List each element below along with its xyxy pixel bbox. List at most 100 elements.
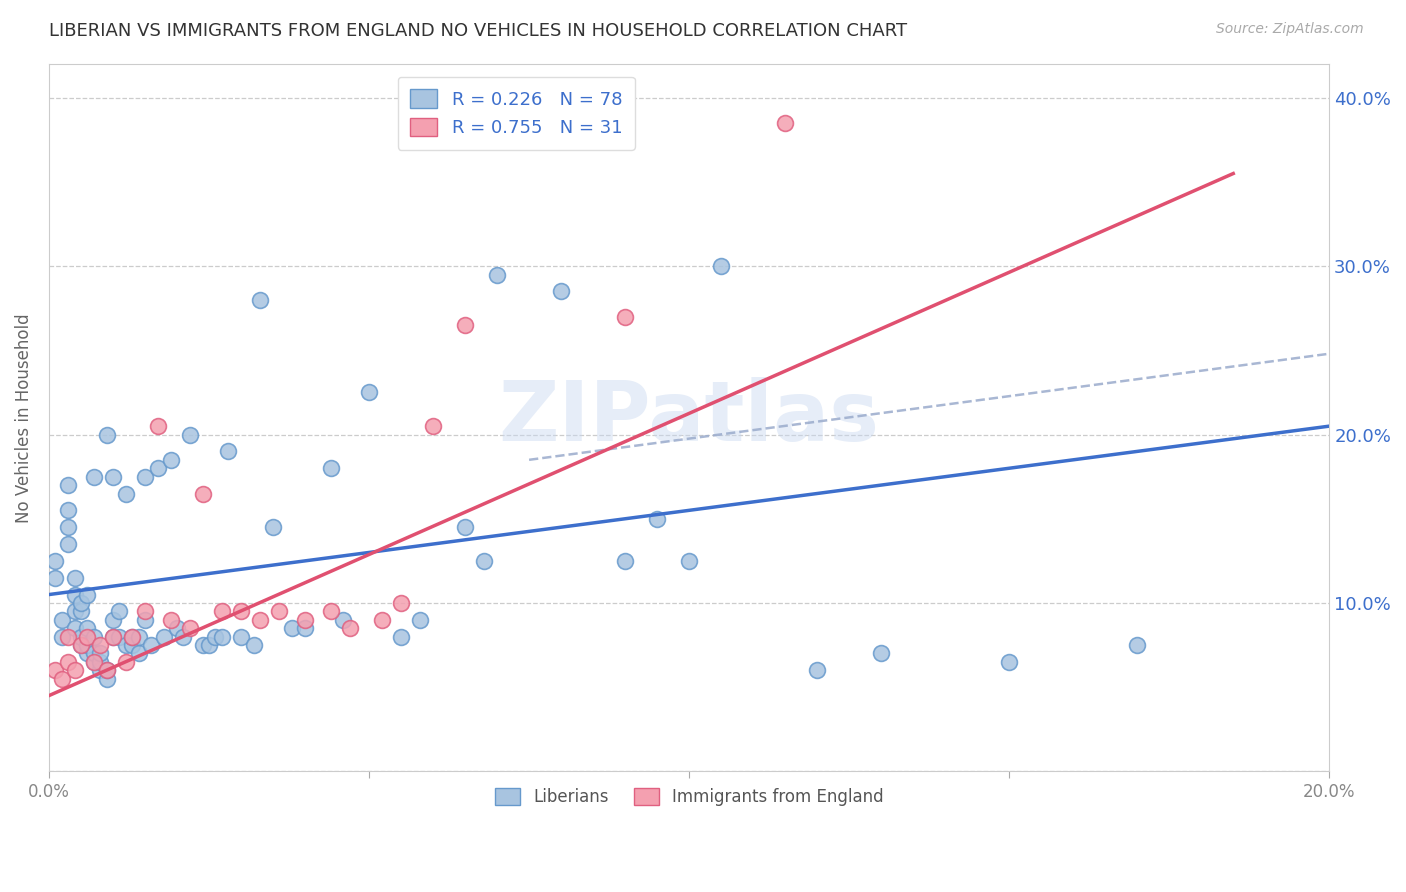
Point (63, 571, 86, 585)
Point (114, 486, 136, 500)
Point (998, 655, 1021, 669)
Point (56, 520, 79, 534)
Point (141, 638, 163, 652)
Point (76, 588, 98, 602)
Point (70, 638, 93, 652)
Point (96, 663, 118, 677)
Point (134, 604, 156, 618)
Point (198, 638, 221, 652)
Point (146, 419, 169, 434)
Y-axis label: No Vehicles in Household: No Vehicles in Household (15, 313, 32, 523)
Point (409, 613, 432, 627)
Point (229, 604, 252, 618)
Point (339, 621, 361, 635)
Point (101, 630, 124, 644)
Point (121, 630, 143, 644)
Point (89, 663, 111, 677)
Legend: Liberians, Immigrants from England: Liberians, Immigrants from England (485, 778, 894, 816)
Point (806, 663, 828, 677)
Point (70, 596, 93, 610)
Point (678, 554, 700, 568)
Point (204, 630, 226, 644)
Text: Source: ZipAtlas.com: Source: ZipAtlas.com (1216, 22, 1364, 37)
Point (101, 630, 124, 644)
Point (332, 613, 354, 627)
Point (249, 293, 271, 307)
Point (319, 461, 342, 475)
Point (76, 638, 98, 652)
Point (454, 520, 477, 534)
Point (243, 638, 266, 652)
Point (63, 621, 86, 635)
Point (108, 604, 131, 618)
Point (114, 638, 136, 652)
Point (191, 486, 214, 500)
Point (56, 503, 79, 517)
Point (645, 512, 668, 526)
Point (51, 613, 73, 627)
Point (319, 604, 342, 618)
Point (44, 554, 66, 568)
Point (179, 427, 201, 442)
Point (44, 571, 66, 585)
Point (179, 621, 201, 635)
Point (550, 285, 572, 299)
Point (101, 613, 124, 627)
Point (56, 630, 79, 644)
Point (96, 663, 118, 677)
Point (83, 469, 105, 483)
Point (389, 596, 412, 610)
Point (128, 647, 150, 661)
Point (134, 469, 156, 483)
Point (114, 655, 136, 669)
Point (870, 647, 893, 661)
Point (63, 604, 86, 618)
Point (166, 621, 188, 635)
Point (101, 469, 124, 483)
Point (96, 427, 118, 442)
Point (70, 638, 93, 652)
Point (63, 663, 86, 677)
Point (44, 663, 66, 677)
Text: ZIPatlas: ZIPatlas (499, 377, 880, 458)
Point (159, 613, 181, 627)
Point (76, 647, 98, 661)
Point (389, 630, 412, 644)
Point (454, 318, 477, 332)
Point (229, 630, 252, 644)
Text: LIBERIAN VS IMMIGRANTS FROM ENGLAND NO VEHICLES IN HOUSEHOLD CORRELATION CHART: LIBERIAN VS IMMIGRANTS FROM ENGLAND NO V… (49, 22, 907, 40)
Point (108, 630, 131, 644)
Point (96, 672, 118, 686)
Point (249, 613, 271, 627)
Point (472, 554, 495, 568)
Point (121, 638, 143, 652)
Point (211, 630, 233, 644)
Point (83, 647, 105, 661)
Point (89, 647, 111, 661)
Point (211, 604, 233, 618)
Point (153, 630, 176, 644)
Point (172, 630, 194, 644)
Point (159, 452, 181, 467)
Point (70, 604, 93, 618)
Point (63, 588, 86, 602)
Point (89, 655, 111, 669)
Point (262, 520, 284, 534)
Point (614, 310, 637, 324)
Point (614, 554, 637, 568)
Point (70, 630, 93, 644)
Point (56, 537, 79, 551)
Point (83, 630, 105, 644)
Point (371, 613, 394, 627)
Point (76, 630, 98, 644)
Point (128, 630, 150, 644)
Point (710, 259, 733, 273)
Point (486, 268, 509, 282)
Point (281, 621, 304, 635)
Point (422, 419, 444, 434)
Point (121, 630, 143, 644)
Point (146, 461, 169, 475)
Point (217, 444, 239, 458)
Point (134, 613, 156, 627)
Point (294, 621, 316, 635)
